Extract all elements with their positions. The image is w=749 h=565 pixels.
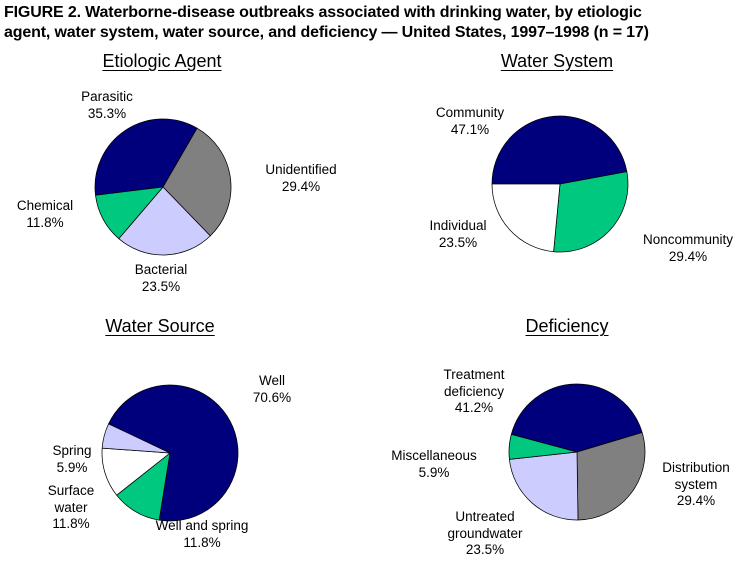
pie-slice-water-source-spring <box>101 423 171 454</box>
pie-label-value: 41.2% <box>454 400 494 415</box>
pie-label-text: Noncommunity <box>642 232 734 247</box>
pie-label-text: Bacterial <box>134 262 188 277</box>
pie-label-unidentified: Unidentified 29.4% <box>253 162 349 195</box>
chart-title-water-system: Water System <box>500 51 614 71</box>
pie-label-value: 29.4% <box>676 493 716 508</box>
pie-label-untreated-groundwater: Untreated groundwater 23.5% <box>433 509 537 559</box>
pie-label-community: Community 47.1% <box>420 105 520 138</box>
pie-slice-water-source-well <box>107 384 239 522</box>
pie-label-noncommunity: Noncommunity 29.4% <box>633 232 743 265</box>
pie-label-text: Well and spring <box>155 518 249 533</box>
pie-label-well-and-spring: Well and spring 11.8% <box>137 518 267 551</box>
pie-slice-deficiency-untreated-groundwater <box>509 451 579 521</box>
pie-label-value: 29.4% <box>668 248 708 264</box>
figure-title-line-1: FIGURE 2. Waterborne-disease outbreaks a… <box>4 4 642 21</box>
pie-label-text: Treatment deficiency <box>443 367 505 399</box>
pie-slice-water-system-community <box>491 115 628 185</box>
pie-label-text: Untreated groundwater <box>447 509 523 541</box>
pie-slice-etiologic-agent-parasitic <box>94 118 198 196</box>
pie-label-value: 11.8% <box>52 516 90 531</box>
pie-label-text: Well <box>258 373 285 388</box>
pie-label-well: Well 70.6% <box>232 373 312 406</box>
pie-label-value: 5.9% <box>418 464 450 480</box>
pie-label-text: Miscellaneous <box>391 448 477 463</box>
pie-label-distribution-system: Distribution system 29.4% <box>649 460 743 510</box>
figure-title-line-2: agent, water system, water source, and d… <box>4 23 649 41</box>
pie-label-parasitic: Parasitic 35.3% <box>59 89 155 122</box>
pie-label-text: Spring <box>52 443 92 458</box>
pie-label-individual: Individual 23.5% <box>414 218 502 251</box>
pie-label-value: 35.3% <box>87 105 127 121</box>
pie-slice-deficiency-miscellaneous <box>508 434 578 460</box>
pie-slice-deficiency-treatment-deficiency <box>510 383 643 453</box>
pie-label-value: 47.1% <box>450 121 490 137</box>
pie-label-surface-water: Surface water 11.8% <box>35 483 107 533</box>
pie-label-value: 23.5% <box>465 542 505 557</box>
pie-label-value: 11.8% <box>26 214 64 230</box>
pie-slice-water-system-individual <box>491 183 561 253</box>
pie-label-value: 70.6% <box>252 389 292 405</box>
pie-label-text: Unidentified <box>265 162 337 177</box>
pie-label-text: Parasitic <box>81 89 133 104</box>
pie-label-miscellaneous: Miscellaneous 5.9% <box>374 448 494 481</box>
pie-slice-etiologic-agent-unidentified <box>162 127 232 237</box>
chart-title-deficiency: Deficiency <box>525 316 609 336</box>
pie-label-value: 11.8% <box>183 534 221 550</box>
pie-slice-water-system-noncommunity <box>553 171 629 253</box>
pie-label-text: Surface water <box>47 483 95 515</box>
pie-label-value: 23.5% <box>141 278 181 294</box>
pie-label-value: 23.5% <box>438 234 478 250</box>
pie-label-bacterial: Bacterial 23.5% <box>109 262 213 295</box>
pie-label-text: Chemical <box>16 198 74 213</box>
pie-label-text: Individual <box>429 218 487 233</box>
chart-title-water-source: Water Source <box>105 316 215 336</box>
pie-slice-etiologic-agent-bacterial <box>118 186 211 256</box>
pie-label-treatment-deficiency: Treatment deficiency 41.2% <box>429 367 519 417</box>
pie-slice-deficiency-distribution-system <box>576 432 646 521</box>
pie-label-value: 29.4% <box>281 178 321 194</box>
chart-title-etiologic-agent: Etiologic Agent <box>102 51 222 71</box>
pie-label-spring: Spring 5.9% <box>40 443 104 476</box>
pie-label-chemical: Chemical 11.8% <box>1 198 89 231</box>
pie-label-text: Community <box>435 105 505 120</box>
figure-title: FIGURE 2. Waterborne-disease outbreaks a… <box>4 3 748 42</box>
pie-label-value: 5.9% <box>56 459 88 475</box>
pie-label-text: Distribution system <box>662 460 730 492</box>
pie-slice-etiologic-agent-chemical <box>95 186 164 240</box>
